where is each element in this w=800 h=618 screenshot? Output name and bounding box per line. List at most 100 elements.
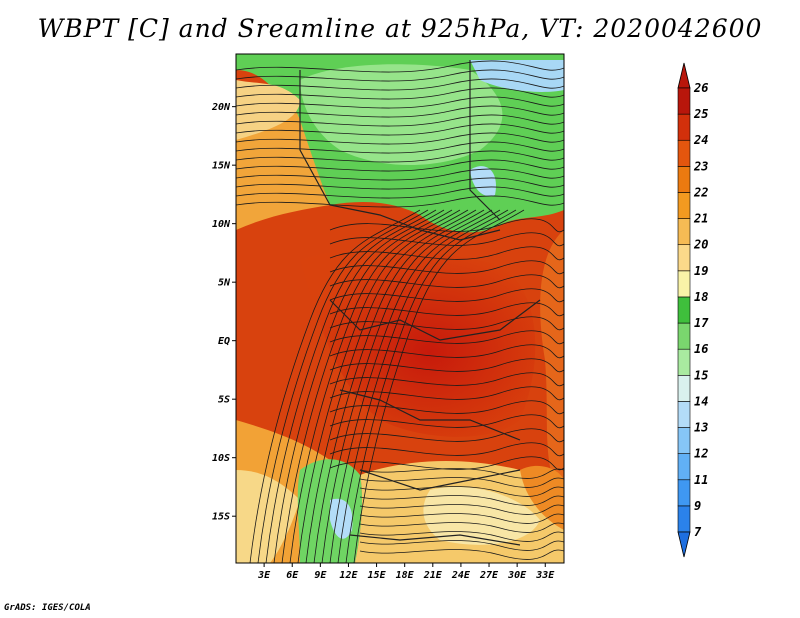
- country-borders: [299, 60, 541, 546]
- colorbar-label: 25: [693, 107, 708, 121]
- colorbar-label: 13: [694, 421, 708, 435]
- streamline: [329, 330, 564, 345]
- lon-tick-label: 24E: [451, 570, 471, 581]
- streamline: [359, 495, 564, 506]
- streamline: [236, 87, 564, 100]
- colorbar-segment: [677, 322, 691, 350]
- colorbar-arrow-low: [677, 531, 691, 558]
- lat-tick-label: 10N: [212, 219, 231, 230]
- colorbar-label: 21: [693, 212, 708, 226]
- light-green-patch: [300, 64, 503, 165]
- streamline: [329, 400, 564, 415]
- streamline: [265, 209, 437, 563]
- colorbar-segment: [677, 192, 691, 219]
- colorbar-label: 20: [693, 238, 708, 252]
- lat-tick-label: EQ: [218, 336, 230, 347]
- streamline: [313, 209, 485, 563]
- streamline: [236, 150, 564, 163]
- streamline: [359, 549, 564, 560]
- colorbar-label: 19: [694, 264, 708, 278]
- streamline: [273, 209, 445, 563]
- colorbar: 7 9 11 12 13 14 15 16 17 18 19 20 21 22 23 24 25 26: [677, 62, 709, 558]
- cool-blue-patch: [470, 60, 564, 92]
- streamline: [359, 522, 564, 533]
- colorbar-segment: [677, 427, 691, 454]
- streamline: [359, 468, 564, 479]
- streamline: [236, 132, 564, 145]
- streamline: [236, 168, 564, 181]
- streamline: [236, 141, 564, 154]
- latitude-axis: 20N 15N 10N 5N EQ 5S 10S 15S: [211, 102, 236, 523]
- streamline: [329, 218, 564, 233]
- streamline: [329, 302, 564, 317]
- streamline: [236, 123, 564, 136]
- streamline: [329, 316, 564, 331]
- lat-tick-label: 5S: [218, 395, 230, 406]
- streamline: [359, 531, 564, 542]
- streamline: [329, 260, 564, 275]
- colorbar-label: 9: [694, 499, 701, 513]
- streamline: [329, 274, 564, 289]
- sw-ocean-yellow: [236, 470, 300, 563]
- streamline: [236, 114, 564, 127]
- colorbar-label: 16: [694, 342, 708, 356]
- colorbar-segment: [677, 113, 691, 141]
- se-orange: [520, 465, 564, 530]
- colorbar-label: 14: [694, 394, 708, 408]
- lon-tick-label: 3E: [257, 570, 271, 581]
- lon-tick-label: 21E: [423, 570, 443, 581]
- lat-tick-label: 20N: [211, 102, 231, 113]
- colorbar-segment: [677, 453, 691, 481]
- colorbar-label: 15: [694, 368, 708, 382]
- streamline: [329, 209, 501, 563]
- lat-tick-label: 15N: [212, 161, 231, 172]
- south-cool-spot: [330, 498, 353, 539]
- streamline: [353, 209, 525, 563]
- streamline: [329, 344, 564, 359]
- colorbar-label: 18: [694, 290, 708, 304]
- streamline: [329, 442, 564, 457]
- streamline: [236, 69, 564, 82]
- colorbar-arrow-high: [677, 62, 691, 89]
- lon-tick-label: 12E: [339, 570, 358, 581]
- streamline: [329, 428, 564, 443]
- lon-tick-label: 30E: [507, 570, 527, 581]
- colorbar-label: 22: [693, 185, 708, 199]
- colorbar-segment: [677, 87, 691, 115]
- streamline: [297, 209, 469, 563]
- streamline: [345, 209, 517, 563]
- streamline: [236, 159, 564, 172]
- map-title: WBPT [C] and Sreamline at 925hPa, VT: 20…: [37, 14, 763, 43]
- colorbar-label: 23: [693, 159, 708, 173]
- streamline: [329, 358, 564, 373]
- streamline: [329, 456, 564, 471]
- lon-tick-label: 15E: [368, 570, 387, 581]
- streamline: [236, 186, 564, 199]
- streamline: [305, 209, 477, 563]
- streamline: [329, 246, 564, 261]
- streamline: [359, 540, 564, 551]
- streamline: [236, 60, 564, 73]
- streamline: [257, 209, 429, 563]
- colorbar-label: 7: [694, 525, 702, 539]
- streamline: [359, 513, 564, 524]
- streamline: [321, 209, 493, 563]
- streamline: [359, 486, 564, 497]
- colorbar-segment: [677, 244, 691, 272]
- colorbar-label: 26: [693, 81, 708, 95]
- colorbar-label: 12: [694, 447, 708, 461]
- streamline: [236, 105, 564, 118]
- lon-tick-label: 6E: [286, 570, 299, 581]
- lon-tick-label: 33E: [535, 570, 555, 581]
- streamline: [236, 96, 564, 109]
- colorbar-segment: [677, 218, 691, 246]
- colorbar-segment: [677, 479, 691, 507]
- lon-tick-label: 18E: [396, 570, 415, 581]
- streamline: [236, 177, 564, 190]
- map-frame: [235, 53, 565, 564]
- colorbar-segment: [677, 374, 691, 402]
- colorbar-segment: [677, 401, 691, 428]
- colorbar-segment: [677, 505, 691, 533]
- colorbar-segment: [677, 139, 691, 167]
